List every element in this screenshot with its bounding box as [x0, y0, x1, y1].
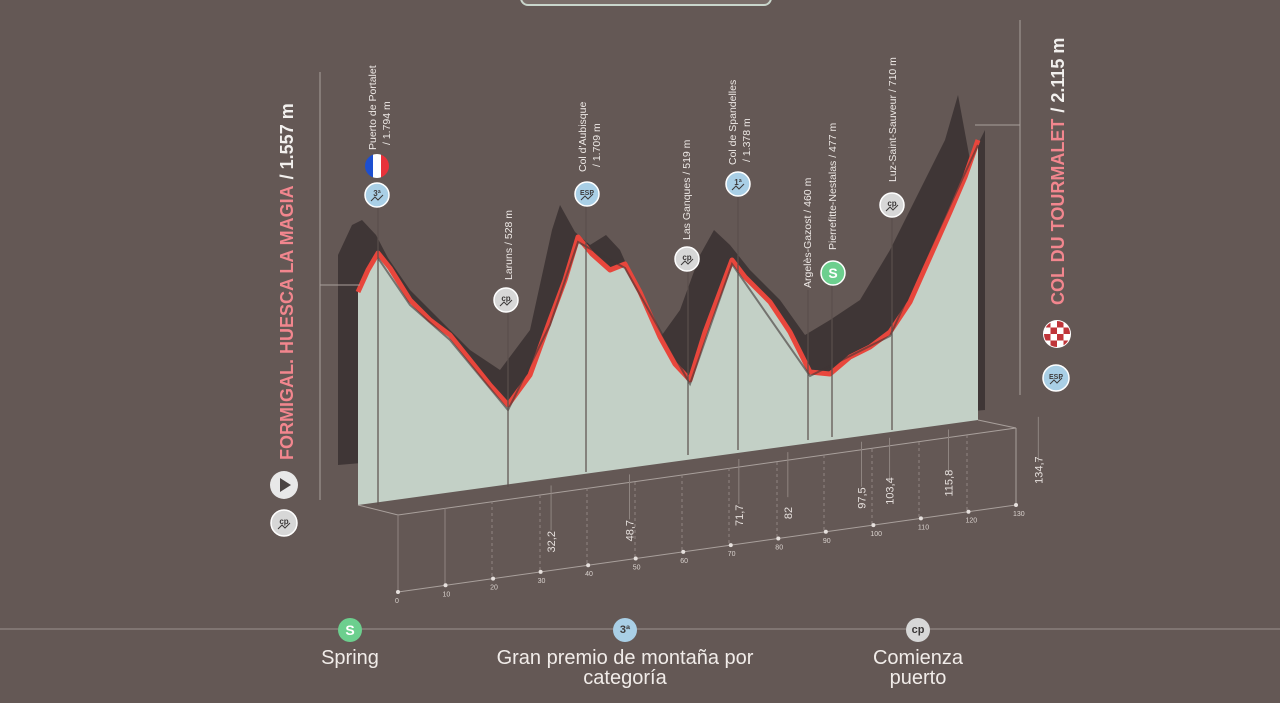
km-mark-label: 71,7 — [734, 505, 746, 526]
axis-tick-label: 40 — [585, 571, 593, 578]
svg-text:cp: cp — [887, 199, 896, 208]
axis-tick-label: 110 — [918, 524, 929, 531]
axis-tick-dot — [586, 563, 591, 568]
axis-tick-dot — [633, 556, 638, 561]
svg-text:1ª: 1ª — [734, 178, 741, 187]
legend-cp-label: Comienza puerto — [872, 647, 964, 689]
axis-tick-dot — [918, 516, 923, 521]
checkered-flag-icon — [1043, 320, 1071, 348]
axis-tick-label: 120 — [965, 518, 977, 525]
svg-text:cp: cp — [279, 517, 288, 526]
axis-tick-dot — [538, 569, 543, 574]
svg-text:ESP: ESP — [1049, 374, 1063, 381]
france-flag-icon — [365, 154, 389, 178]
axis-tick-label: 0 — [395, 598, 399, 605]
axis-tick-label: 10 — [443, 591, 451, 598]
legend-sprint-label: Spring — [321, 647, 379, 669]
cp-legend-icon: cp — [906, 618, 930, 642]
point-alt-portalet: / 1.794 m — [381, 101, 393, 145]
axis-tick-dot — [823, 529, 828, 534]
axis-tick-label: 60 — [680, 558, 688, 565]
km-mark-label: 97,5 — [857, 487, 869, 508]
cp-icon-laruns: cp — [493, 287, 519, 313]
point-label-luz: Luz-Saint-Sauveur / 710 m — [887, 57, 899, 182]
profile-fill — [358, 140, 978, 505]
category-esp-icon-aubisque: ESP — [574, 181, 600, 207]
km-mark-label: 82 — [783, 507, 795, 519]
km-mark-label: 32,2 — [546, 531, 558, 552]
axis-tick-dot — [728, 543, 733, 548]
legend-category-label: Gran premio de montaña por categoría — [496, 647, 754, 689]
svg-text:cp: cp — [501, 294, 510, 303]
category-legend-icon: 3ª — [613, 618, 637, 642]
point-label-argeles: Argelès-Gazost / 460 m — [802, 177, 814, 288]
axis-tick-dot — [776, 536, 781, 541]
km-mark-label: 48,7 — [625, 520, 637, 541]
legend-category: 3ª Gran premio de montaña por categoría — [495, 618, 755, 688]
axis-tick-label: 30 — [538, 578, 546, 585]
point-label-portalet: Puerto de Portalet — [367, 65, 379, 150]
km-mark-label: 103,4 — [885, 477, 897, 505]
point-alt-aubisque: / 1.709 m — [591, 123, 603, 167]
axis-tick-label: 130 — [1013, 511, 1025, 518]
point-label-pierrefitte: Pierrefitte-Nestalas / 477 m — [827, 123, 839, 250]
point-label-aubisque: Col d'Aubisque — [577, 102, 589, 172]
sprint-icon: S — [820, 260, 846, 286]
axis-tick-label: 80 — [775, 544, 783, 551]
svg-text:S: S — [828, 265, 837, 281]
axis-tick-label: 70 — [728, 551, 736, 558]
category-1-icon: 1ª — [725, 171, 751, 197]
cp-icon-start: cp — [270, 509, 298, 537]
axis-tick-dot — [1014, 503, 1018, 507]
axis-tick-dot — [871, 523, 876, 528]
svg-text:cp: cp — [682, 253, 691, 262]
axis-tick-dot — [966, 509, 971, 514]
axis-tick-dot — [396, 590, 400, 594]
point-label-spandelles: Col de Spandelles — [727, 80, 739, 165]
legend-cp: cp Comienza puerto — [858, 618, 978, 688]
point-label-laruns: Laruns / 528 m — [503, 210, 515, 280]
axis-tick-dot — [491, 576, 496, 581]
axis-tick-label: 90 — [823, 538, 831, 545]
axis-tick-dot — [443, 583, 448, 588]
start-title: FORMIGAL. HUESCA LA MAGIA/ 1.557 m — [277, 103, 297, 460]
km-mark-label: 115,8 — [943, 470, 955, 497]
axis-tick-label: 50 — [633, 565, 641, 572]
svg-text:ESP: ESP — [580, 190, 594, 197]
axis-tick-label: 100 — [870, 531, 882, 538]
point-label-ganques: Las Ganques / 519 m — [681, 139, 693, 240]
svg-text:3ª: 3ª — [373, 189, 380, 198]
play-icon[interactable] — [270, 471, 298, 499]
sprint-legend-icon: S — [338, 618, 362, 642]
category-3-icon: 3ª — [364, 182, 390, 208]
axis-tick-dot — [681, 549, 686, 554]
km-mark-label: 134,7 — [1033, 456, 1045, 484]
point-alt-spandelles: / 1.378 m — [741, 118, 753, 162]
cp-icon-ganques: cp — [674, 246, 700, 272]
legend-sprint: S Spring — [300, 618, 400, 668]
finish-title: COL DU TOURMALET/ 2.115 m — [1048, 38, 1068, 305]
cp-icon-luz: cp — [879, 192, 905, 218]
axis-tick-label: 20 — [490, 585, 498, 592]
category-esp-icon-finish: ESP — [1042, 364, 1070, 392]
